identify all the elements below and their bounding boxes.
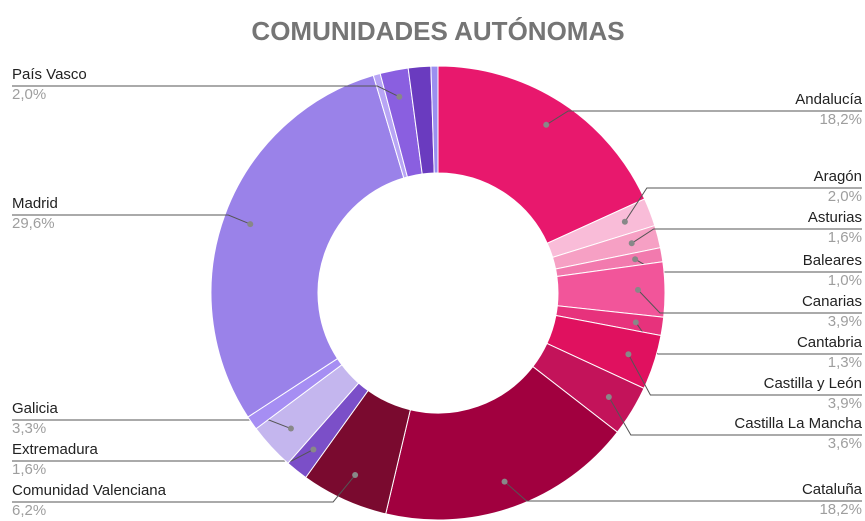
leader-dot — [605, 393, 612, 400]
leader-dot — [634, 286, 641, 293]
leader-line — [12, 85, 400, 98]
value-label: 2,0% — [12, 86, 46, 103]
slice-label: País Vasco — [12, 66, 87, 83]
leader-dot — [625, 351, 632, 358]
slice — [430, 65, 439, 174]
value-label: 18,2% — [819, 501, 862, 518]
slice-label: Cantabria — [797, 334, 863, 351]
slice — [437, 65, 646, 244]
value-label: 3,3% — [12, 420, 46, 437]
chart-title: COMUNIDADES AUTÓNOMAS — [251, 16, 624, 46]
slice-label: Asturias — [808, 209, 862, 226]
value-label: 3,9% — [828, 395, 862, 412]
leader-line — [545, 110, 862, 126]
value-label: 29,6% — [12, 215, 55, 232]
slice-label: Galicia — [12, 400, 59, 417]
leader-dot — [287, 425, 294, 432]
leader-line — [12, 419, 292, 429]
slice-label: Andalucía — [795, 91, 862, 108]
value-label: 1,6% — [12, 461, 46, 478]
slice-label: Madrid — [12, 195, 58, 212]
slice-label: Baleares — [803, 252, 862, 269]
value-label: 18,2% — [819, 111, 862, 128]
slice-label: Canarias — [802, 293, 862, 310]
slice-label: Extremadura — [12, 441, 99, 458]
value-label: 1,0% — [828, 272, 862, 289]
value-label: 3,6% — [828, 435, 862, 452]
value-label: 3,9% — [828, 313, 862, 330]
value-label: 1,6% — [828, 229, 862, 246]
value-label: 1,3% — [828, 354, 862, 371]
leader-line — [504, 481, 862, 502]
slice-label: Comunidad Valenciana — [12, 482, 167, 499]
slice — [210, 74, 405, 418]
leader-line — [608, 396, 862, 436]
leader-line — [12, 449, 314, 462]
leader-line — [627, 353, 862, 396]
leader-dot — [632, 256, 639, 263]
leader-line — [624, 187, 862, 222]
leader-line — [12, 474, 356, 503]
leader-dot — [621, 218, 628, 225]
leader-dot — [396, 93, 403, 100]
value-label: 2,0% — [828, 188, 862, 205]
leader-dot — [543, 121, 550, 128]
leader-dot — [310, 446, 317, 453]
leader-line — [637, 289, 862, 314]
leader-dot — [632, 319, 639, 326]
leader-dot — [352, 472, 359, 479]
leader-line — [12, 214, 251, 225]
slice-label: Castilla y León — [764, 375, 862, 392]
value-label: 6,2% — [12, 502, 46, 519]
leader-line — [631, 228, 862, 244]
leader-dot — [501, 478, 508, 485]
leader-dot — [628, 240, 635, 247]
slice — [385, 365, 619, 521]
slice-label: Cataluña — [802, 481, 863, 498]
slice-label: Aragón — [814, 168, 862, 185]
slice-label: Castilla La Mancha — [734, 415, 862, 432]
leader-dot — [247, 221, 254, 228]
